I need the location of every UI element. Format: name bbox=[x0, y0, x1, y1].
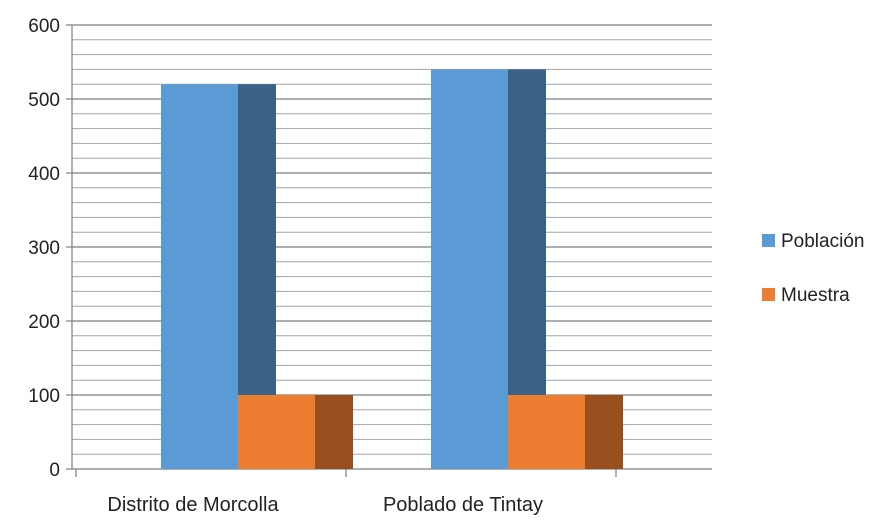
y-tick-label: 400 bbox=[28, 164, 60, 185]
bar-muestra-side bbox=[315, 395, 353, 469]
bar-poblacion-front bbox=[431, 69, 508, 470]
legend-label: Población bbox=[781, 231, 864, 252]
y-tick-label: 300 bbox=[28, 238, 60, 259]
x-category-label: Poblado de Tintay bbox=[383, 494, 543, 516]
bar-poblacion-front bbox=[161, 84, 238, 469]
bar-muestra-front bbox=[238, 395, 315, 469]
legend: Población Muestra bbox=[762, 231, 864, 306]
legend-swatch bbox=[762, 288, 775, 301]
y-tick-label: 100 bbox=[28, 386, 60, 407]
y-tick-label: 0 bbox=[49, 460, 60, 481]
bar-muestra-side bbox=[585, 395, 623, 469]
bar-muestra-front bbox=[508, 395, 585, 469]
y-tick-label: 600 bbox=[28, 16, 60, 37]
category-labels: Distrito de Morcolla Poblado de Tintay bbox=[107, 494, 543, 516]
x-category-label: Distrito de Morcolla bbox=[107, 494, 279, 516]
legend-swatch bbox=[762, 234, 775, 247]
bars bbox=[161, 69, 623, 470]
y-tick-label: 500 bbox=[28, 90, 60, 111]
y-tick-labels: 0 100 200 300 400 500 600 bbox=[28, 16, 60, 481]
legend-label: Muestra bbox=[781, 285, 850, 306]
y-tick-label: 200 bbox=[28, 312, 60, 333]
